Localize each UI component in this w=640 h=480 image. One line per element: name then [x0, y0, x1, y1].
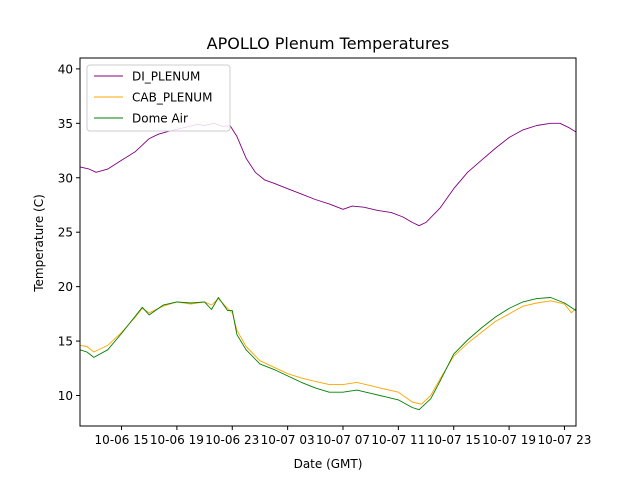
- series-line-dome-air: [79, 297, 577, 411]
- x-tick-label: 10-06 19: [150, 433, 204, 447]
- x-tick-label: 10-07 07: [316, 433, 370, 447]
- x-axis: 10-06 15 10-06 19 10-06 23 10-07 03 10-07 07…: [95, 426, 591, 447]
- y-tick-label: 40: [58, 62, 73, 76]
- y-axis: 10 15 20 25 30 35 40: [58, 62, 80, 403]
- series-line-di-plenum: [79, 122, 577, 227]
- y-tick-label: 35: [58, 117, 73, 131]
- y-tick-label: 15: [58, 335, 73, 349]
- chart-title: APOLLO Plenum Temperatures: [207, 34, 450, 53]
- y-tick-label: 25: [58, 226, 73, 240]
- legend-box: [86, 64, 231, 132]
- x-tick-label: 10-07 19: [482, 433, 536, 447]
- y-axis-label: Temperature (C): [32, 194, 46, 293]
- series-line-cab-plenum: [79, 298, 577, 405]
- legend-label: CAB_PLENUM: [132, 91, 212, 105]
- axes-frame: [79, 57, 577, 427]
- y-tick-label: 10: [58, 389, 73, 403]
- x-tick-label: 10-07 11: [371, 433, 425, 447]
- y-tick-label: 20: [58, 280, 73, 294]
- x-axis-label: Date (GMT): [294, 457, 363, 471]
- plot-area: [79, 57, 577, 427]
- y-tick-label: 30: [58, 171, 73, 185]
- x-tick-label: 10-07 23: [537, 433, 591, 447]
- legend-label: DI_PLENUM: [132, 70, 200, 84]
- x-tick-label: 10-07 03: [261, 433, 315, 447]
- legend: DI_PLENUM CAB_PLENUM Dome Air: [86, 64, 231, 132]
- legend-label: Dome Air: [132, 112, 188, 126]
- x-tick-label: 10-07 15: [427, 433, 481, 447]
- x-tick-label: 10-06 23: [205, 433, 259, 447]
- x-tick-label: 10-06 15: [95, 433, 149, 447]
